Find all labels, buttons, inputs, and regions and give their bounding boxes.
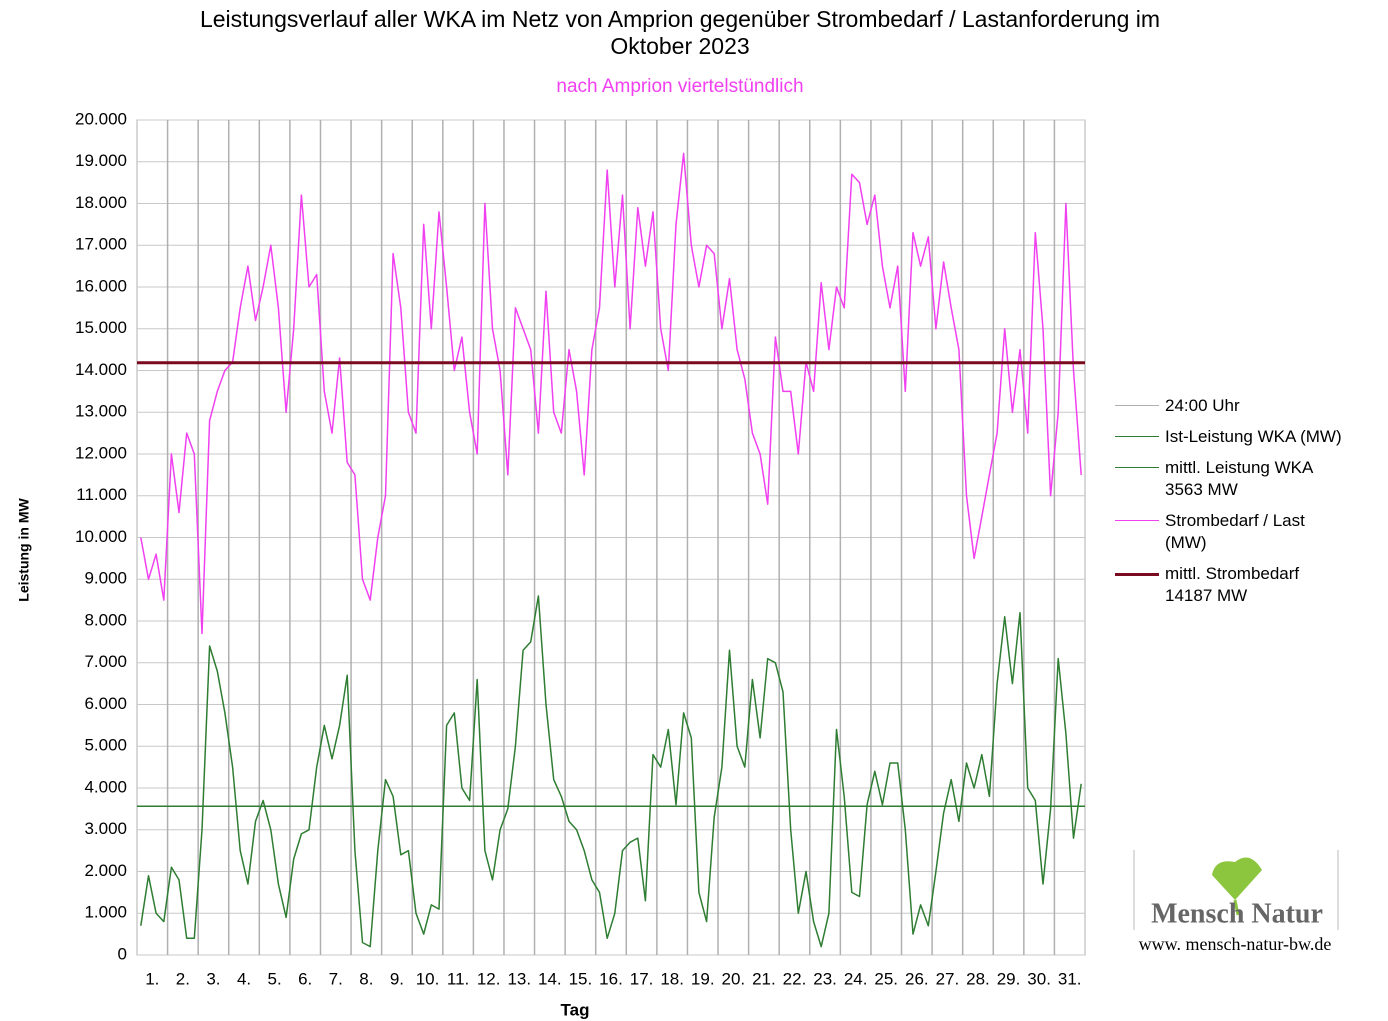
y-tick-label: 2.000: [84, 861, 127, 880]
y-tick-label: 0: [118, 944, 127, 963]
y-tick-label: 13.000: [75, 402, 127, 421]
legend-label: 14187 MW: [1165, 586, 1248, 605]
y-tick-label: 3.000: [84, 819, 127, 838]
legend-label: Strombedarf / Last (MW): [1165, 511, 1305, 552]
y-axis-label: Leistung in MW: [16, 498, 32, 602]
series-line: [140, 595, 1082, 948]
legend-entry: mittl. Strombedarf 14187 MW: [1115, 563, 1385, 607]
y-tick-label: 19.000: [75, 151, 127, 170]
x-tick-label: 5.: [268, 969, 282, 988]
x-tick-label: 24.: [844, 969, 868, 988]
y-tick-label: 16.000: [75, 276, 127, 295]
x-tick-label: 28.: [966, 969, 990, 988]
x-tick-label: 4.: [237, 969, 251, 988]
legend-text: mittl. Leistung WKA 3563 MW: [1165, 457, 1313, 501]
legend-entry: mittl. Leistung WKA 3563 MW: [1115, 457, 1385, 501]
y-tick-label: 14.000: [75, 360, 127, 379]
legend: 24:00 Uhr Ist-Leistung WKA (MW) mittl. Lei…: [1115, 395, 1385, 616]
y-tick-label: 9.000: [84, 569, 127, 588]
logo-url: www. mensch-natur-bw.de: [1139, 934, 1332, 954]
x-axis-label: Tag: [561, 1000, 590, 1019]
x-tick-label: 8.: [359, 969, 373, 988]
x-tick-label: 16.: [599, 969, 623, 988]
legend-text: 24:00 Uhr: [1165, 395, 1240, 417]
x-tick-label: 7.: [329, 969, 343, 988]
legend-label: mittl. Leistung WKA: [1165, 458, 1314, 477]
x-tick-label: 19.: [691, 969, 715, 988]
y-tick-label: 4.000: [84, 777, 127, 796]
legend-text: Strombedarf / Last (MW): [1165, 510, 1305, 554]
x-tick-label: 9.: [390, 969, 404, 988]
legend-swatch: [1115, 520, 1159, 521]
y-tick-label: 11.000: [76, 485, 127, 504]
logo-stem: [1233, 899, 1240, 916]
x-tick-label: 30.: [1027, 969, 1051, 988]
y-tick-label: 7.000: [84, 652, 127, 671]
legend-label: Ist-Leistung WKA (MW): [1165, 427, 1342, 446]
y-tick-label: 18.000: [75, 193, 127, 212]
x-tick-label: 15.: [569, 969, 593, 988]
legend-entry: 24:00 Uhr: [1115, 395, 1385, 417]
x-tick-label: 21.: [752, 969, 776, 988]
legend-label: 24:00 Uhr: [1165, 396, 1240, 415]
legend-swatch: [1115, 436, 1159, 437]
x-tick-label: 18.: [660, 969, 684, 988]
legend-text: mittl. Strombedarf 14187 MW: [1165, 563, 1299, 607]
x-tick-label: 26.: [905, 969, 929, 988]
legend-swatch: [1115, 573, 1159, 576]
y-tick-label: 5.000: [84, 736, 127, 755]
x-tick-label: 13.: [507, 969, 531, 988]
logo: Mensch Natur www. mensch-natur-bw.de: [1133, 850, 1339, 954]
x-tick-label: 25.: [874, 969, 898, 988]
chart-title: Leistungsverlauf aller WKA im Netz von A…: [199, 6, 1161, 59]
logo-name: Mensch Natur: [1151, 898, 1323, 929]
legend-swatch: [1115, 405, 1159, 406]
x-tick-label: 11.: [447, 969, 469, 988]
x-tick-label: 1.: [145, 969, 159, 988]
y-tick-label: 6.000: [84, 694, 127, 713]
legend-entry: Ist-Leistung WKA (MW): [1115, 426, 1385, 448]
y-tick-label: 20.000: [75, 109, 127, 128]
y-tick-label: 10.000: [75, 527, 127, 546]
y-tick-label: 17.000: [75, 235, 127, 254]
legend-label: mittl. Strombedarf: [1165, 564, 1300, 583]
x-tick-label: 2.: [176, 969, 190, 988]
y-tick-label: 15.000: [75, 318, 127, 337]
x-tick-label: 10.: [416, 969, 440, 988]
x-tick-label: 20.: [722, 969, 746, 988]
x-tick-label: 22.: [783, 969, 807, 988]
x-tick-label: 27.: [936, 969, 960, 988]
legend-swatch: [1115, 467, 1159, 468]
logo-leaf: [1212, 857, 1262, 900]
y-tick-label: 1.000: [84, 903, 127, 922]
x-tick-label: 3.: [206, 969, 220, 988]
legend-label: 3563 MW: [1165, 480, 1238, 499]
y-tick-label: 12.000: [75, 443, 127, 462]
x-tick-label: 12.: [477, 969, 501, 988]
x-tick-label: 17.: [630, 969, 654, 988]
series-line: [140, 152, 1082, 635]
x-tick-label: 29.: [997, 969, 1021, 988]
chart-subtitle: nach Amprion viertelstündlich: [556, 76, 804, 97]
x-tick-label: 6.: [298, 969, 312, 988]
x-tick-label: 31.: [1058, 969, 1082, 988]
y-tick-label: 8.000: [84, 610, 127, 629]
legend-text: Ist-Leistung WKA (MW): [1165, 426, 1342, 448]
x-tick-label: 14.: [538, 969, 562, 988]
x-tick-label: 23.: [813, 969, 837, 988]
legend-entry: Strombedarf / Last (MW): [1115, 510, 1385, 554]
